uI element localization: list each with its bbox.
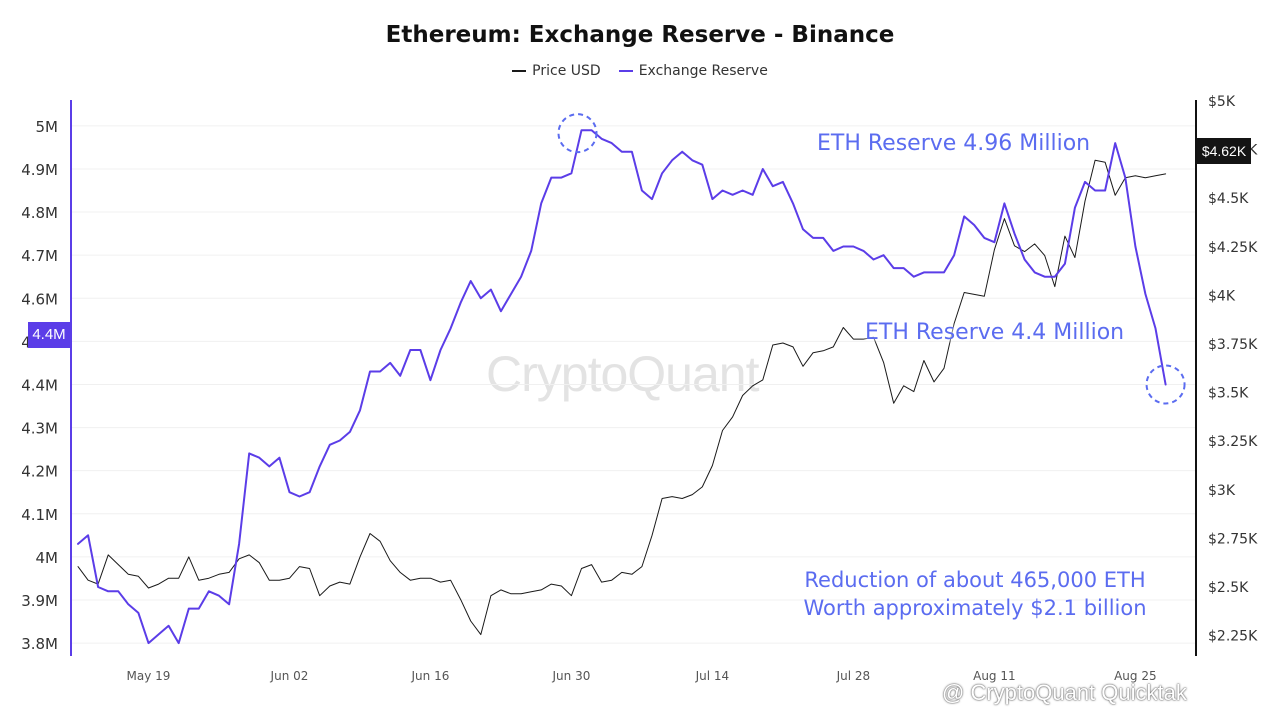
right-axis-tick-label: $4K <box>1208 288 1236 304</box>
legend-item-reserve[interactable]: Exchange Reserve <box>618 63 768 79</box>
right-axis-tick-label: $3.25K <box>1208 434 1258 450</box>
x-axis-tick-label: Jul 14 <box>695 669 730 683</box>
left-axis-tick-label: 5M <box>36 118 59 136</box>
left-axis-tick-label: 4.4M <box>21 376 58 394</box>
x-axis-tick-label: Jun 30 <box>552 669 591 683</box>
series-line-reserve <box>77 129 1167 645</box>
annotation-reserve-peak: ETH Reserve 4.96 Million <box>817 131 1091 156</box>
x-axis-tick-label: Jun 02 <box>270 669 309 683</box>
left-axis-tick-label: 4.6M <box>21 290 58 308</box>
legend: Price USD Exchange Reserve <box>0 63 1280 79</box>
right-axis-tick-label: $4.25K <box>1208 240 1258 256</box>
right-axis-tick-label: $2.25K <box>1208 629 1258 645</box>
left-axis-tick-label: 3.9M <box>21 592 58 610</box>
x-axis-tick-label: May 19 <box>127 669 171 683</box>
axes-layer: 3.8M 3.9M 4M 4.1M 4.2M 4.3M 4.4M 4.4M 4.6M 4.7M 4.… <box>21 94 1258 683</box>
annotation-circle-current <box>1145 364 1186 405</box>
annotation-reduction-line2: Worth approximately $2.1 billion <box>803 596 1147 620</box>
annotation-circle-peak <box>557 113 598 154</box>
legend-label-price: Price USD <box>532 63 601 79</box>
right-axis-tick-label: $3.5K <box>1208 386 1249 402</box>
right-axis-current-value-badge: $4.62K <box>1197 138 1251 164</box>
x-axis-tick-label: Aug 25 <box>1114 669 1157 683</box>
x-axis-tick-label: Jul 28 <box>836 669 871 683</box>
x-axis-tick-label: Jun 16 <box>411 669 450 683</box>
series-line-price <box>77 159 1167 636</box>
legend-item-price[interactable]: Price USD <box>512 63 601 79</box>
legend-swatch-price <box>512 70 527 72</box>
watermark: CryptoQuant <box>486 346 759 402</box>
annotation-circles <box>557 113 1186 405</box>
left-axis-tick-label: 4.8M <box>21 204 58 222</box>
right-axis-tick-label: $2.5K <box>1208 580 1249 596</box>
left-axis-tick-label: 4.9M <box>21 161 58 179</box>
right-axis-tick-label: $3.75K <box>1208 337 1258 353</box>
left-axis-tick-label: 4.2M <box>21 463 58 481</box>
annotation-reduction-line1: Reduction of about 465,000 ETH <box>804 568 1146 592</box>
chart-title: Ethereum: Exchange Reserve - Binance <box>385 22 895 48</box>
x-axis-tick-label: Aug 11 <box>973 669 1016 683</box>
right-axis-tick-label: $2.75K <box>1208 531 1258 547</box>
left-axis-tick-label: 4.7M <box>21 247 58 265</box>
legend-label-reserve: Exchange Reserve <box>638 63 768 79</box>
footer-credit: @ CryptoQuant Quicktak <box>942 680 1187 705</box>
left-axis-tick-label: 4M <box>36 549 59 567</box>
left-axis-tick-label: 3.8M <box>21 635 58 653</box>
grid-layer <box>71 125 1196 644</box>
legend-swatch-reserve <box>618 70 633 72</box>
left-axis-tick-label: 4.1M <box>21 506 58 524</box>
annotation-reserve-current: ETH Reserve 4.4 Million <box>865 320 1125 345</box>
annotation-reduction: Reduction of about 465,000 ETH Worth app… <box>740 566 1210 622</box>
right-axis-tick-label: $4.5K <box>1208 191 1249 207</box>
left-axis-current-value-badge: 4.4M <box>28 322 70 348</box>
right-axis-tick-label: $3K <box>1208 483 1236 499</box>
left-axis-tick-label: 4.3M <box>21 420 58 438</box>
series-layer <box>77 129 1167 645</box>
right-axis-tick-label: $5K <box>1208 94 1236 110</box>
